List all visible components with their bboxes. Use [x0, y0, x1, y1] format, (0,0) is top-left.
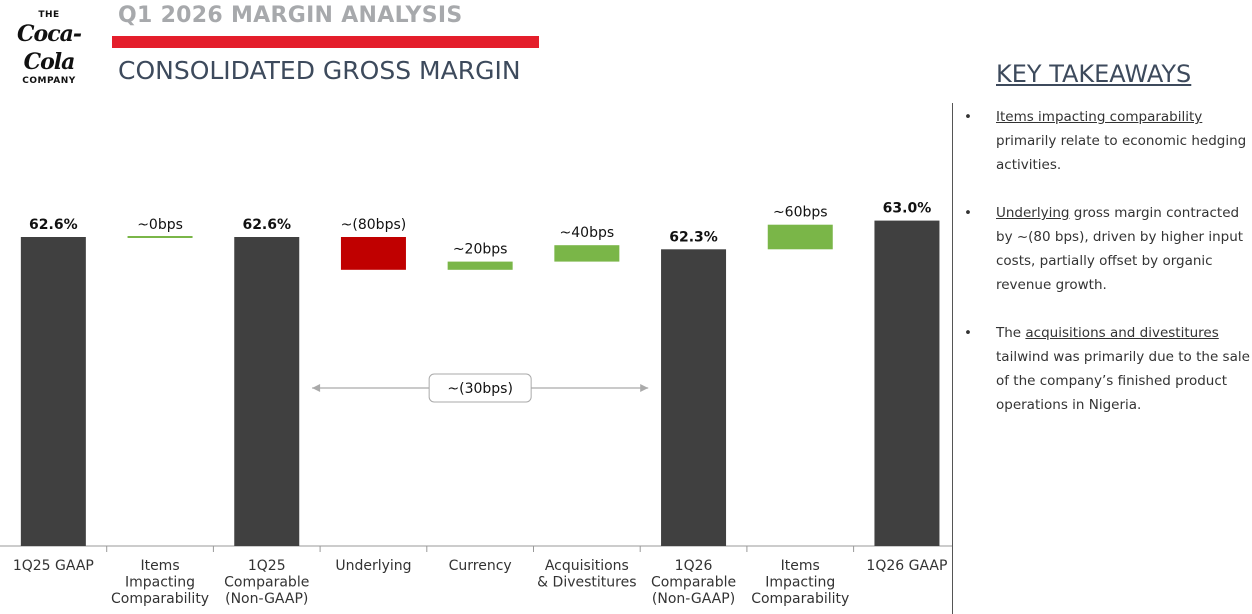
total-bar [20, 237, 86, 546]
category-label: Impacting [125, 575, 195, 591]
total-bar [661, 249, 727, 547]
takeaway-highlight: Items impacting comparability [996, 109, 1203, 125]
takeaway-item: • Items impacting comparability primarily… [964, 105, 1252, 177]
bullet-icon: • [964, 109, 972, 125]
accent-bar [112, 36, 539, 48]
delta-bar [340, 237, 406, 270]
arrow-right-icon [640, 384, 649, 392]
bar-value-label: 62.3% [669, 229, 718, 245]
category-label: Items [140, 558, 179, 574]
category-label: Acquisitions [545, 558, 629, 574]
total-bar [874, 220, 940, 546]
category-label: Comparable [224, 575, 309, 591]
delta-bar [767, 224, 833, 250]
category-label: Items [781, 558, 820, 574]
delta-bar [554, 245, 620, 262]
delta-bar [447, 261, 513, 270]
category-label: (Non-GAAP) [652, 591, 735, 607]
logo-line-the: THE [38, 10, 60, 20]
annotation-box [428, 373, 532, 403]
waterfall-chart: 62.6%1Q25 GAAP~0bpsItemsImpactingCompara… [0, 201, 952, 607]
slide-kicker: Q1 2026 MARGIN ANALYSIS [118, 3, 463, 28]
takeaways-title: KEY TAKEAWAYS [996, 60, 1192, 88]
takeaway-highlight: Underlying [996, 205, 1070, 221]
category-label: 1Q25 [248, 558, 286, 574]
takeaway-lead: The [996, 325, 1026, 341]
takeaway-text: gross margin contracted by ~(80 bps), dr… [996, 205, 1244, 293]
bar-value-label: ~60bps [773, 205, 828, 221]
logo-line-company: COMPANY [22, 76, 76, 86]
category-label: & Divestitures [537, 575, 636, 591]
bar-value-label: ~0bps [137, 217, 183, 233]
takeaway-text: tailwind was primarily due to the sale o… [996, 349, 1250, 413]
bar-value-label: ~(80bps) [341, 217, 407, 233]
bar-value-label: ~20bps [453, 242, 508, 258]
category-label: (Non-GAAP) [225, 591, 308, 607]
takeaways-list: • Items impacting comparability primarily… [964, 105, 1252, 441]
takeaway-item: • Underlying gross margin contracted by ~… [964, 201, 1252, 297]
category-label: 1Q26 GAAP [866, 558, 947, 574]
bullet-icon: • [964, 205, 972, 221]
total-bar [234, 237, 300, 546]
logo-script: Coca-Cola [17, 21, 82, 75]
category-label: Currency [449, 558, 512, 574]
category-label: Impacting [765, 575, 835, 591]
bar-value-label: ~40bps [560, 225, 615, 241]
category-label: Comparability [751, 591, 849, 607]
company-logo: THE Coca-Cola COMPANY [0, 10, 98, 86]
category-label: 1Q25 GAAP [13, 558, 94, 574]
bar-value-label: 62.6% [29, 217, 78, 233]
slide-title: CONSOLIDATED GROSS MARGIN [118, 56, 521, 85]
panel-divider [952, 103, 953, 614]
category-label: 1Q26 [675, 558, 713, 574]
takeaway-highlight: acquisitions and divestitures [1025, 325, 1219, 341]
bar-value-label: 63.0% [883, 201, 932, 217]
category-label: Underlying [335, 558, 411, 574]
bar-value-label: 62.6% [242, 217, 291, 233]
category-label: Comparable [651, 575, 736, 591]
takeaway-item: • The acquisitions and divestitures tailw… [964, 321, 1252, 417]
arrow-left-icon [312, 384, 321, 392]
annotation-label: ~(30bps) [447, 381, 513, 397]
takeaway-text: primarily relate to economic hedging act… [996, 133, 1247, 173]
bullet-icon: • [964, 325, 972, 341]
category-label: Comparability [111, 591, 209, 607]
